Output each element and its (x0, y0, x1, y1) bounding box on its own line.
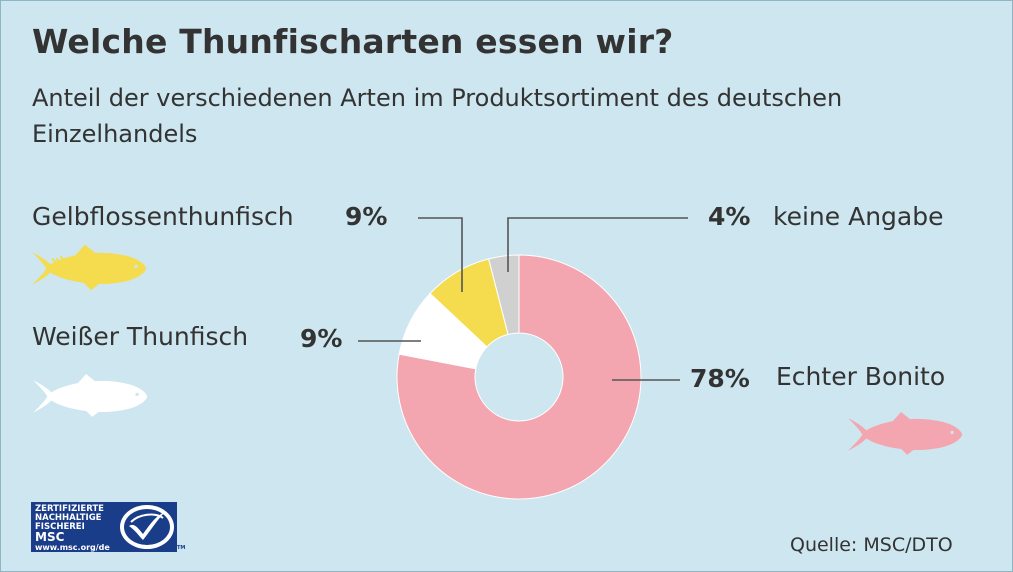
logo-trademark: TM (177, 545, 186, 551)
logo-text-line3: FISCHEREI (35, 522, 85, 532)
slice-echter-bonito (396, 254, 642, 500)
leader-line-gelbflossen (418, 217, 463, 292)
label-gelbflossenthunfisch: Gelbflossenthunfisch (32, 202, 294, 231)
label-keine-angabe: keine Angabe (773, 202, 944, 231)
leader-line-keine (507, 217, 688, 272)
source-note: Quelle: MSC/DTO (790, 534, 953, 556)
percent-weisser-thunfisch: 9% (300, 324, 343, 353)
percent-gelbflossenthunfisch: 9% (345, 202, 388, 231)
logo-text-line2: NACHHALTIGE (35, 513, 102, 523)
logo-text-msc: MSC (35, 530, 65, 544)
chart-title: Welche Thunfischarten essen wir? (32, 22, 674, 61)
msc-logo: ZERTIFIZIERTE NACHHALTIGE FISCHEREI MSC … (31, 502, 185, 560)
slice-keine-angabe (488, 254, 520, 335)
logo-text-url: www.msc.org/de (35, 543, 110, 552)
percent-keine-angabe: 4% (708, 202, 751, 231)
label-echter-bonito: Echter Bonito (776, 362, 946, 391)
yellowfin-tuna-icon (32, 244, 147, 291)
white-tuna-icon (33, 374, 148, 417)
percent-echter-bonito: 78% (690, 364, 750, 393)
bonito-icon (848, 412, 963, 455)
logo-text-line1: ZERTIFIZIERTE (35, 504, 104, 514)
chart-subtitle: Anteil der verschiedenen Arten im Produk… (32, 84, 843, 148)
label-weisser-thunfisch: Weißer Thunfisch (32, 322, 249, 351)
